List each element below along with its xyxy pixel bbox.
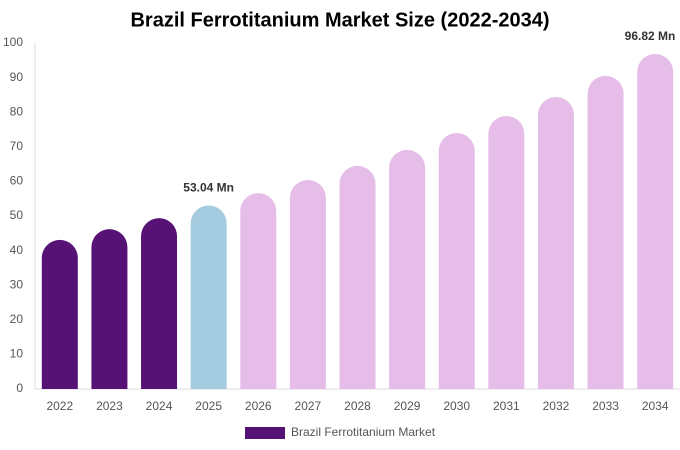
bar <box>488 116 525 389</box>
bar <box>537 96 574 389</box>
x-tick-label: 2030 <box>443 399 470 413</box>
x-tick-label: 2025 <box>195 399 222 413</box>
bar <box>637 54 674 389</box>
x-tick-label: 2034 <box>642 399 669 413</box>
bar <box>91 229 128 389</box>
y-tick-label: 20 <box>10 312 24 326</box>
x-tick-label: 2028 <box>344 399 371 413</box>
value-label: 53.04 Mn <box>183 181 234 195</box>
y-tick-label: 90 <box>10 70 24 84</box>
legend-swatch <box>245 427 285 439</box>
x-tick-label: 2023 <box>96 399 123 413</box>
x-tick-label: 2029 <box>394 399 421 413</box>
y-tick-label: 80 <box>10 104 24 118</box>
y-tick-label: 100 <box>3 35 23 49</box>
bar <box>438 132 475 389</box>
y-tick-label: 40 <box>10 243 24 257</box>
chart-title: Brazil Ferrotitanium Market Size (2022-2… <box>130 9 549 31</box>
x-tick-label: 2027 <box>295 399 322 413</box>
y-tick-label: 60 <box>10 174 24 188</box>
x-tick-label: 2031 <box>493 399 520 413</box>
y-tick-label: 10 <box>10 347 24 361</box>
bar <box>289 180 326 389</box>
y-tick-label: 50 <box>10 208 24 222</box>
y-tick-label: 0 <box>16 381 23 395</box>
y-tick-label: 30 <box>10 277 24 291</box>
value-label: 96.82 Mn <box>625 29 676 43</box>
x-tick-label: 2033 <box>592 399 619 413</box>
bar <box>389 149 426 389</box>
bar <box>141 218 178 389</box>
bar <box>339 165 376 389</box>
bar <box>190 205 227 389</box>
bar <box>41 239 78 389</box>
x-tick-label: 2024 <box>146 399 173 413</box>
bar <box>240 193 277 389</box>
x-tick-label: 2026 <box>245 399 272 413</box>
x-tick-label: 2032 <box>543 399 570 413</box>
legend-label: Brazil Ferrotitanium Market <box>291 425 436 439</box>
bar <box>587 75 624 390</box>
y-tick-label: 70 <box>10 139 24 153</box>
x-tick-label: 2022 <box>46 399 73 413</box>
